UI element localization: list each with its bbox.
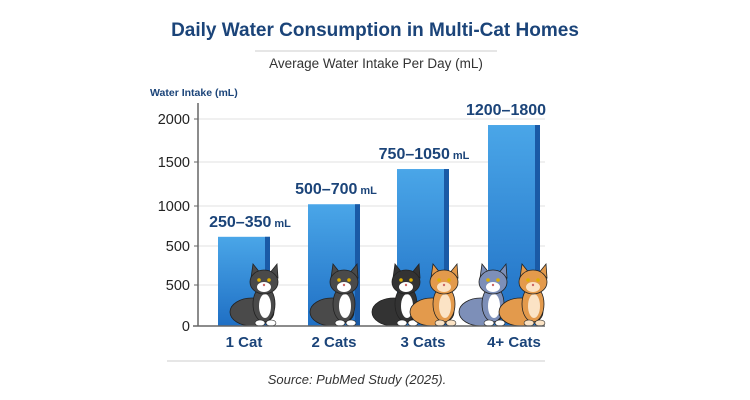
chart-title: Daily Water Consumption in Multi-Cat Hom… <box>171 20 579 41</box>
y-tick-label: 0 <box>182 319 190 335</box>
source-note: Source: PubMed Study (2025). <box>268 372 447 387</box>
cat-illustration <box>498 262 548 327</box>
cat-illustration <box>309 262 359 327</box>
bar-data-label: 250–350 mL <box>209 214 291 231</box>
bar-data-label: 1200–1800 <box>466 102 546 119</box>
x-tick-label: 2 Cats <box>311 334 356 351</box>
x-tick-label: 4+ Cats <box>487 334 541 351</box>
y-tick-label: 500 <box>166 278 190 294</box>
bar-data-range: 1200–1800 <box>466 102 546 119</box>
bar-side <box>535 125 540 327</box>
y-tick-label: 2000 <box>158 112 190 128</box>
y-tick-label: 1000 <box>158 199 190 215</box>
y-tick-label: 1500 <box>158 155 190 171</box>
bar-data-unit: mL <box>360 185 377 197</box>
x-tick-label: 1 Cat <box>226 334 263 351</box>
y-tick-label: 500 <box>166 239 190 255</box>
bar-data-label: 500–700 mL <box>295 181 377 198</box>
bar-data-unit: mL <box>453 150 470 162</box>
bar-data-range: 500–700 <box>295 181 357 198</box>
cat-illustration <box>229 262 279 327</box>
cat-illustration <box>458 262 508 327</box>
bar-side <box>444 169 449 326</box>
bar-data-unit: mL <box>274 218 291 230</box>
x-tick-label: 3 Cats <box>400 334 445 351</box>
bar-data-range: 750–1050 <box>379 146 450 163</box>
y-axis-label: Water Intake (mL) <box>150 87 238 99</box>
chart-subtitle: Average Water Intake Per Day (mL) <box>269 56 483 71</box>
bar-data-label: 750–1050 mL <box>379 146 470 163</box>
bar-data-range: 250–350 <box>209 214 271 231</box>
cat-illustration <box>409 262 459 327</box>
bar-side <box>355 204 360 326</box>
